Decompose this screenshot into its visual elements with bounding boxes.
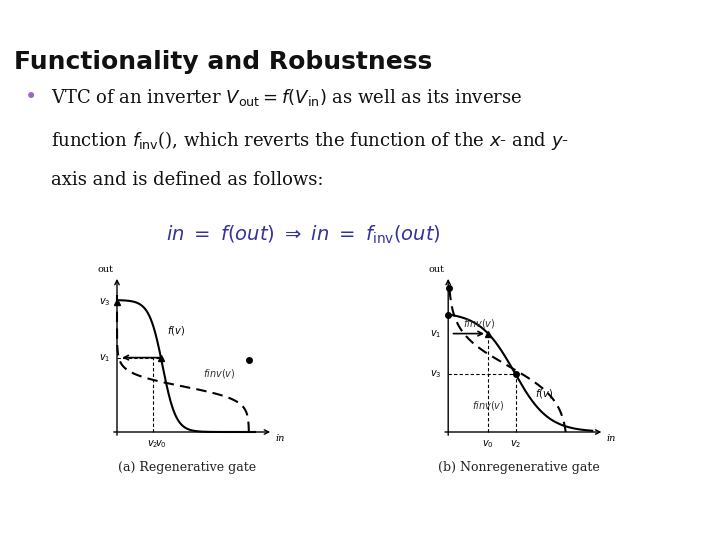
Text: Functionality and Robustness: Functionality and Robustness [14,50,432,74]
Text: •: • [24,87,37,107]
Text: in: in [275,434,285,443]
Text: out: out [97,265,114,274]
Text: $v_1$: $v_1$ [99,352,110,363]
Text: VTC of an inverter $V_{\rm out} = f(V_{\rm in})$ as well as its inverse: VTC of an inverter $V_{\rm out} = f(V_{\… [51,87,522,108]
Text: function $f_{\rm inv}$(), which reverts the function of the $x$- and $y$-: function $f_{\rm inv}$(), which reverts … [51,129,569,152]
Text: $v_0$: $v_0$ [155,438,166,450]
Text: $v_3$: $v_3$ [431,368,442,380]
Text: $\mathit{in}\ =\ f(\mathit{out})\ \Rightarrow\ \mathit{in}\ =\ f_{\rm inv}(\math: $\mathit{in}\ =\ f(\mathit{out})\ \Right… [166,223,441,246]
Text: in: in [607,434,616,443]
Text: $finv(v)$: $finv(v)$ [463,317,495,330]
Text: $v_0$: $v_0$ [482,438,494,450]
Text: $f(v)$: $f(v)$ [167,324,185,337]
Text: $f(v)$: $f(v)$ [534,387,552,400]
Text: (b) Nonregenerative gate: (b) Nonregenerative gate [438,461,599,474]
Text: $v_2$: $v_2$ [510,438,521,450]
Text: (a) Regenerative gate: (a) Regenerative gate [118,461,256,474]
Text: $finv(v)$: $finv(v)$ [472,399,505,411]
Text: axis and is defined as follows:: axis and is defined as follows: [51,171,323,189]
Text: $v_3$: $v_3$ [99,296,111,308]
Text: $v_2$: $v_2$ [148,438,158,450]
Text: $finv(v)$: $finv(v)$ [203,367,236,380]
Text: out: out [428,265,445,274]
Text: $v_1$: $v_1$ [431,328,441,340]
